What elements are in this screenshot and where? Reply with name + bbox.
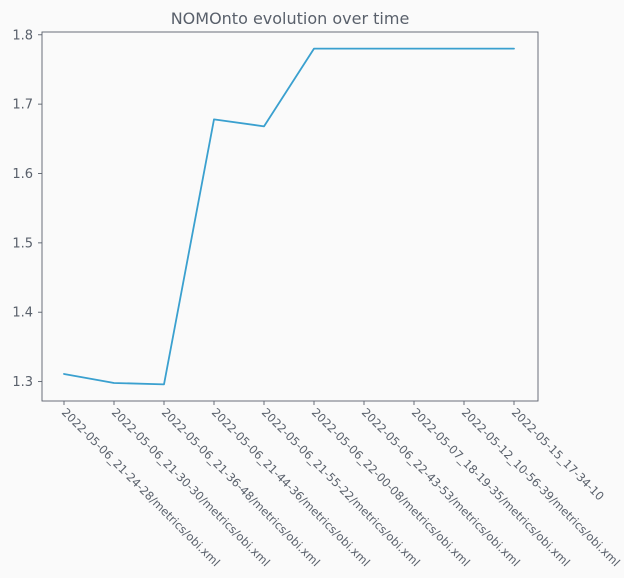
chart-title: NOMOnto evolution over time bbox=[171, 9, 410, 28]
y-tick-label: 1.6 bbox=[12, 167, 33, 182]
plot-area: 1.31.41.51.61.71.82022-05-06_21-24-28/me… bbox=[12, 28, 623, 569]
y-tick-label: 1.5 bbox=[12, 236, 33, 251]
series-line bbox=[63, 47, 515, 386]
x-tick-label: 2022-05-15_17-34-10 bbox=[509, 405, 607, 503]
y-tick-label: 1.3 bbox=[12, 375, 33, 390]
y-tick-label: 1.7 bbox=[12, 98, 33, 113]
plot-frame bbox=[41, 31, 539, 402]
y-tick-label: 1.8 bbox=[12, 28, 33, 43]
y-tick-label: 1.4 bbox=[12, 306, 33, 321]
